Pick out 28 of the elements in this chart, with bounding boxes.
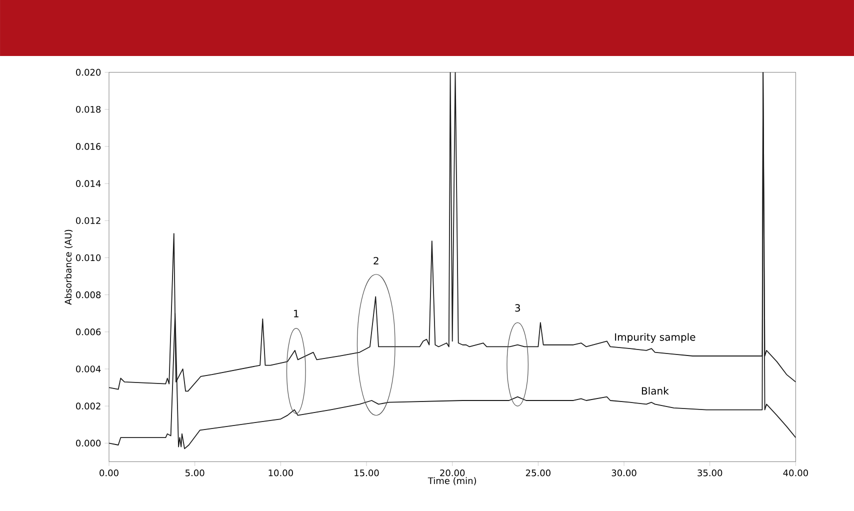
y-tick-label: 0.018 [76, 106, 101, 113]
x-tick-label: 20.00 [440, 469, 465, 476]
x-tick-label: 35.00 [698, 469, 722, 476]
y-tick-label: 0.002 [76, 402, 100, 410]
x-tick-label: 0.00 [100, 469, 118, 476]
y-tick-label: 0.004 [76, 366, 101, 372]
x-tick-label: 30.00 [612, 469, 636, 476]
y-tick-label: 0.006 [76, 328, 101, 336]
annotation: 1 [294, 310, 298, 318]
x-tick-label: 5.00 [186, 469, 204, 476]
x-axis-title: Time (min) [428, 477, 476, 486]
x-tick-label: 25.00 [526, 469, 550, 476]
x-tick-label: 15.00 [354, 469, 379, 476]
y-axis-title: Absorbance (AU) [64, 230, 73, 305]
annotation: 3 [515, 304, 520, 312]
annotation: 2 [374, 256, 378, 264]
x-tick-label: 40.00 [783, 469, 808, 476]
series-label: Blank [642, 386, 669, 395]
x-tick-label: 10.00 [268, 469, 293, 476]
y-tick-label: 0.016 [76, 143, 101, 150]
y-tick-label: 0.020 [76, 68, 101, 76]
line-series [109, 72, 796, 450]
y-tick-label: 0.008 [76, 291, 101, 298]
y-tick-label: 0.000 [76, 440, 101, 447]
y-tick-label: 0.014 [76, 180, 101, 187]
y-tick-label: 0.012 [76, 217, 100, 224]
y-tick-label: 0.010 [76, 254, 101, 262]
series-label: Impurity sample [615, 333, 696, 343]
